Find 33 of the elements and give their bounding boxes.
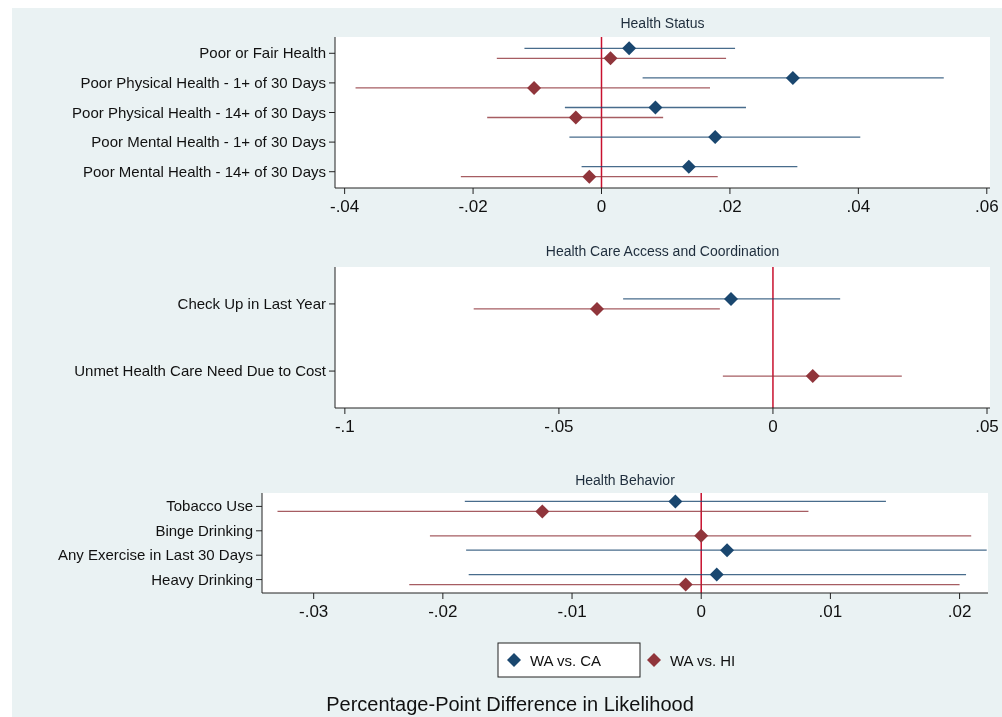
chart-title: Health Behavior [575, 472, 676, 488]
x-tick-label: .05 [975, 417, 999, 436]
y-tick-label: Heavy Drinking [151, 570, 253, 588]
x-tick-label: -.05 [544, 417, 574, 436]
x-tick-label: .02 [947, 602, 972, 621]
legend-label: WA vs. HI [670, 652, 736, 669]
chart-title: Health Care Access and Coordination [545, 243, 780, 259]
y-tick-label: Poor Physical Health - 14+ of 30 Days [72, 103, 326, 121]
y-tick-label: Tobacco Use [166, 497, 253, 515]
y-tick-label: Binge Drinking [155, 521, 253, 539]
legend-label: WA vs. CA [530, 652, 602, 669]
x-tick-label: .04 [846, 197, 871, 216]
chart-title: Health Status [620, 15, 705, 31]
x-tick-label: 0 [768, 417, 778, 436]
y-tick-label: Poor or Fair Health [199, 44, 326, 62]
x-tick-label: 0 [696, 602, 706, 621]
x-tick-label: -.04 [329, 197, 360, 216]
x-tick-label: .01 [818, 602, 843, 621]
x-tick-label: -.01 [557, 602, 587, 621]
x-tick-label: .02 [718, 197, 742, 216]
x-tick-label: -.02 [428, 602, 458, 621]
y-tick-label: Any Exercise in Last 30 Days [57, 546, 253, 564]
y-tick-label: Poor Mental Health - 14+ of 30 Days [82, 162, 326, 180]
x-axis-title: Percentage-Point Difference in Likelihood [326, 693, 694, 715]
y-tick-label: Poor Physical Health - 1+ of 30 Days [80, 73, 326, 91]
x-tick-label: 0 [596, 197, 607, 216]
x-tick-label: -.03 [299, 602, 329, 621]
y-tick-label: Check Up in Last Year [177, 294, 326, 312]
x-tick-label: .06 [974, 197, 999, 216]
x-tick-label: -.02 [458, 197, 488, 216]
y-tick-label: Unmet Health Care Need Due to Cost [74, 362, 327, 380]
x-tick-label: -.1 [334, 417, 355, 436]
y-tick-label: Poor Mental Health - 1+ of 30 Days [91, 133, 326, 151]
